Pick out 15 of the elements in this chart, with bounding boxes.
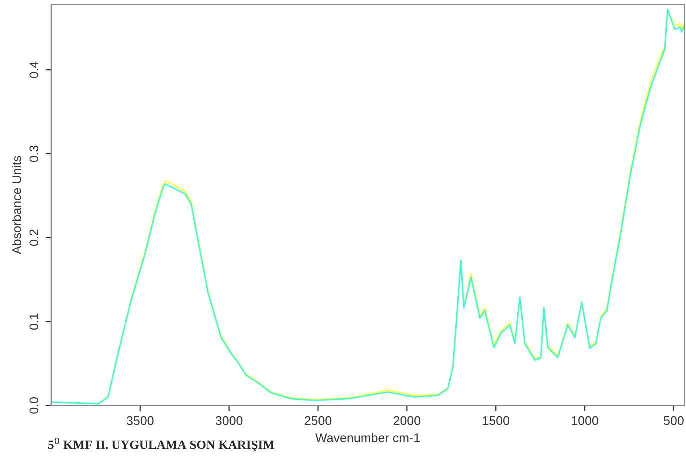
x-tick-label: 2500 [304,416,332,426]
x-tick-label: 2000 [394,416,421,426]
y-tick-label: 0.3 [30,146,39,162]
text: 5$^{0}$ KMF II. UYGULAMA SON KARIŞIM [48,438,275,452]
y-tick-label: 0.1 [30,314,39,330]
y-tick-label: 0.0 [30,397,39,414]
y-tick-label: 0.2 [30,230,39,246]
y-tick-label: 0.4 [30,62,39,78]
y-axis-title: Absorbance Units [12,156,22,254]
x-tick-label: 3000 [216,416,243,426]
x-tick-label: 3500 [126,416,154,426]
x-tick-label: 500 [664,416,684,426]
x-tick-label: 1500 [483,416,510,426]
x-tick-label: 1000 [572,416,598,426]
x-axis-title: Wavenumber cm-1 [316,433,420,442]
